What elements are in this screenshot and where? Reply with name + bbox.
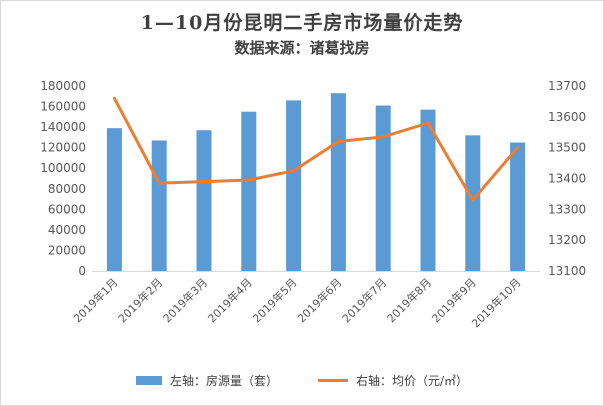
bar — [286, 100, 302, 271]
bar — [510, 142, 526, 271]
bar — [375, 105, 391, 272]
bar — [420, 109, 436, 271]
legend-item-bar: 左轴：房源量（套） — [135, 372, 278, 389]
legend-item-line: 右轴：均价（元/㎡） — [317, 372, 469, 389]
chart-title: 1—10月份昆明二手房市场量价走势 — [140, 12, 464, 34]
bar — [196, 130, 212, 271]
x-tick-label: 2019年1月 — [70, 275, 120, 325]
bar — [241, 111, 257, 271]
y-right-tick-label: 13400 — [548, 172, 586, 186]
y-left-tick-label: 180000 — [40, 79, 86, 93]
bar — [106, 128, 122, 271]
y-left-tick-label: 40000 — [48, 223, 86, 237]
x-tick-label: 2019年2月 — [115, 275, 165, 325]
y-left-tick-label: 140000 — [40, 120, 86, 134]
y-left-tick-label: 120000 — [40, 141, 86, 155]
y-left-tick-label: 0 — [78, 264, 86, 278]
x-tick-label: 2019年4月 — [205, 275, 255, 325]
y-right-tick-label: 13700 — [548, 79, 586, 93]
chart-legend: 左轴：房源量（套） 右轴：均价（元/㎡） — [0, 366, 604, 394]
chart-subtitle: 数据来源：诸葛找房 — [234, 39, 370, 57]
y-right-tick-label: 13100 — [548, 264, 586, 278]
x-tick-label: 2019年7月 — [339, 275, 389, 325]
bar — [151, 140, 167, 271]
y-left-tick-label: 60000 — [48, 202, 86, 216]
bar — [330, 93, 346, 271]
y-right-tick-label: 13300 — [548, 202, 586, 216]
x-tick-label: 2019年5月 — [250, 275, 300, 325]
legend-bar-swatch — [135, 375, 162, 385]
y-right-tick-label: 13500 — [548, 141, 586, 155]
y-left-tick-label: 80000 — [48, 182, 86, 196]
x-tick-label: 2019年6月 — [294, 275, 344, 325]
y-right-tick-label: 13600 — [548, 110, 586, 124]
x-tick-label: 2019年3月 — [160, 275, 210, 325]
y-right-tick-label: 13200 — [548, 233, 586, 247]
legend-line-label: 右轴：均价（元/㎡） — [355, 373, 469, 388]
y-left-tick-label: 20000 — [48, 243, 86, 257]
y-left-tick-label: 160000 — [40, 100, 86, 114]
y-left-tick-label: 100000 — [40, 161, 86, 175]
x-tick-label: 2019年8月 — [384, 275, 434, 325]
price-line — [112, 96, 520, 202]
bar — [465, 135, 481, 271]
legend-line-swatch — [317, 378, 348, 382]
legend-bar-label: 左轴：房源量（套） — [169, 373, 278, 388]
